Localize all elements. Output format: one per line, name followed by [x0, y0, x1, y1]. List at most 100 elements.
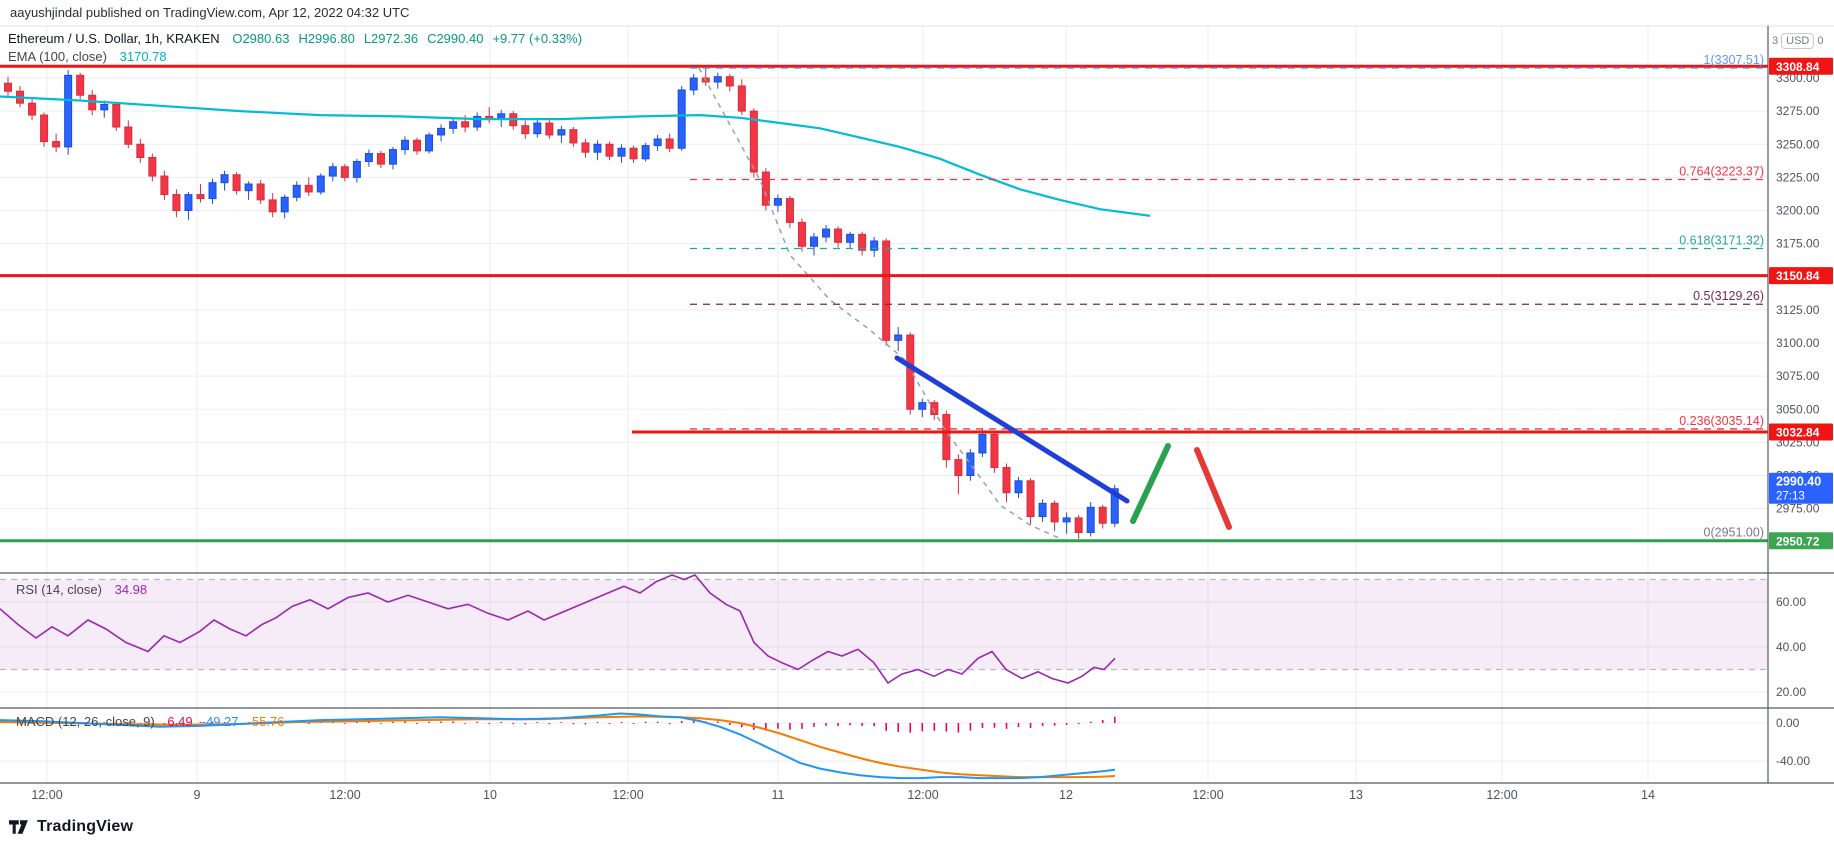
candles-layer [4, 67, 1119, 540]
candle-body [569, 129, 578, 144]
candle-body [328, 166, 337, 177]
rsi-axis-label: 60.00 [1776, 595, 1806, 609]
currency-toggle[interactable]: USD [1781, 33, 1815, 49]
price-tag-text: 3150.84 [1776, 269, 1820, 283]
candle-body [954, 459, 963, 477]
current-price-tag [1769, 472, 1833, 504]
rsi-line[interactable] [0, 574, 1116, 685]
macd-axis-label: 0.00 [1776, 716, 1800, 730]
fib-level-label: 0.764(3223.37) [1679, 165, 1764, 179]
ohlc-part: O2980.63 [232, 31, 290, 46]
candle-body [400, 139, 409, 151]
price-axis-label: 3050.00 [1776, 402, 1820, 416]
time-axis-label: 12:00 [1192, 788, 1223, 802]
price-tag-text: 3032.84 [1776, 425, 1820, 439]
candle-body [268, 199, 277, 213]
fib-level-label: 0(2951.00) [1704, 525, 1764, 539]
candle-body [1050, 502, 1059, 523]
candle-body [665, 138, 674, 149]
grid-layer [0, 26, 1768, 783]
down-move-arrow[interactable] [1194, 447, 1232, 530]
candle-body [521, 125, 530, 135]
candle-body [40, 114, 49, 143]
ema-legend: EMA (100, close) 3170.78 [8, 49, 167, 64]
macd-layer [0, 712, 1116, 780]
time-axis-label: 9 [194, 788, 201, 802]
candle-body [316, 175, 325, 193]
price-axis-label: 3225.00 [1776, 170, 1820, 184]
candle-body [990, 433, 999, 469]
candle-body [773, 198, 782, 206]
candle-body [894, 334, 903, 341]
macd-main-line [0, 712, 1116, 780]
candle-body [280, 196, 289, 213]
time-axis-label: 12:00 [329, 788, 360, 802]
candle-body [1014, 480, 1023, 494]
candle-body [545, 122, 554, 136]
candle-body [797, 221, 806, 247]
ohlc-part: +9.77 (+0.33%) [492, 31, 583, 46]
publish-info-text: aayushjindal published on TradingView.co… [10, 5, 410, 20]
price-axis-label: 3175.00 [1776, 237, 1820, 251]
price-tag [1769, 532, 1833, 550]
candle-body [822, 228, 831, 238]
price-levels: 1(3307.51) 0.764(3223.37) 0.618(3171.32) 0.… [0, 53, 1768, 543]
candle-body [1002, 467, 1011, 494]
ema-value: 3170.78 [119, 49, 167, 64]
drift-dashed-line[interactable] [698, 67, 1071, 544]
price-axis-label: 3100.00 [1776, 336, 1820, 350]
candle-body [906, 334, 915, 410]
candle-body [64, 74, 73, 148]
price-tag [1769, 423, 1833, 441]
candle-body [713, 76, 722, 83]
current-price-value: 2990.40 [1776, 475, 1821, 489]
candle-body [593, 143, 602, 153]
candle-body [244, 183, 253, 192]
candle-body [689, 77, 698, 91]
ohlc-values: O2980.63 H2996.80 L2972.36 C2990.40 +9.77 (+… [223, 31, 582, 46]
price-axis-label: 3250.00 [1776, 137, 1820, 151]
candle-body [617, 147, 626, 157]
candle-body [978, 433, 987, 454]
pane-separators [0, 25, 1834, 784]
candle-body [1098, 506, 1107, 524]
time-axis-label: 13 [1349, 788, 1363, 802]
candle-body [1074, 517, 1083, 533]
macd-value: 6.49 [167, 714, 193, 729]
candle-body [4, 82, 12, 92]
time-axis[interactable] [0, 783, 1768, 813]
candle-body [749, 110, 758, 173]
price-axis-mode-widget[interactable]: 3 USD 0 [1772, 33, 1832, 49]
symbol-title: Ethereum / U.S. Dollar, 1h, KRAKEN [8, 31, 220, 46]
candle-body [653, 138, 662, 147]
ema-line[interactable] [0, 95, 1151, 217]
rsi-band [0, 578, 1768, 671]
candle-body [641, 145, 650, 160]
macd-value: -49.27 [201, 714, 239, 729]
time-axis-label: 12:00 [31, 788, 62, 802]
rsi-label: RSI (14, close) [16, 582, 102, 597]
price-axis-label: 3275.00 [1776, 104, 1820, 118]
up-move-arrow[interactable] [1130, 443, 1171, 524]
candle-body [725, 76, 734, 87]
tradingview-logo-icon [9, 820, 28, 834]
trendline[interactable] [894, 355, 1130, 504]
candle-body [461, 121, 470, 128]
rsi-axis-label: 40.00 [1776, 640, 1806, 654]
candle-body [1062, 517, 1071, 523]
price-axis[interactable] [1768, 26, 1834, 783]
candle-body [966, 452, 975, 477]
candle-body [196, 194, 205, 200]
time-axis-label: 14 [1641, 788, 1655, 802]
axis-widget-right: 0 [1817, 35, 1824, 47]
candle-body [846, 233, 855, 243]
candle-body [232, 174, 241, 192]
candle-body [364, 153, 373, 162]
candle-body [557, 129, 566, 136]
ohlc-part: L2972.36 [363, 31, 419, 46]
fib-level-label: 1(3307.51) [1704, 53, 1764, 67]
tradingview-logo[interactable]: TradingView [9, 817, 133, 837]
candle-body [858, 233, 867, 251]
